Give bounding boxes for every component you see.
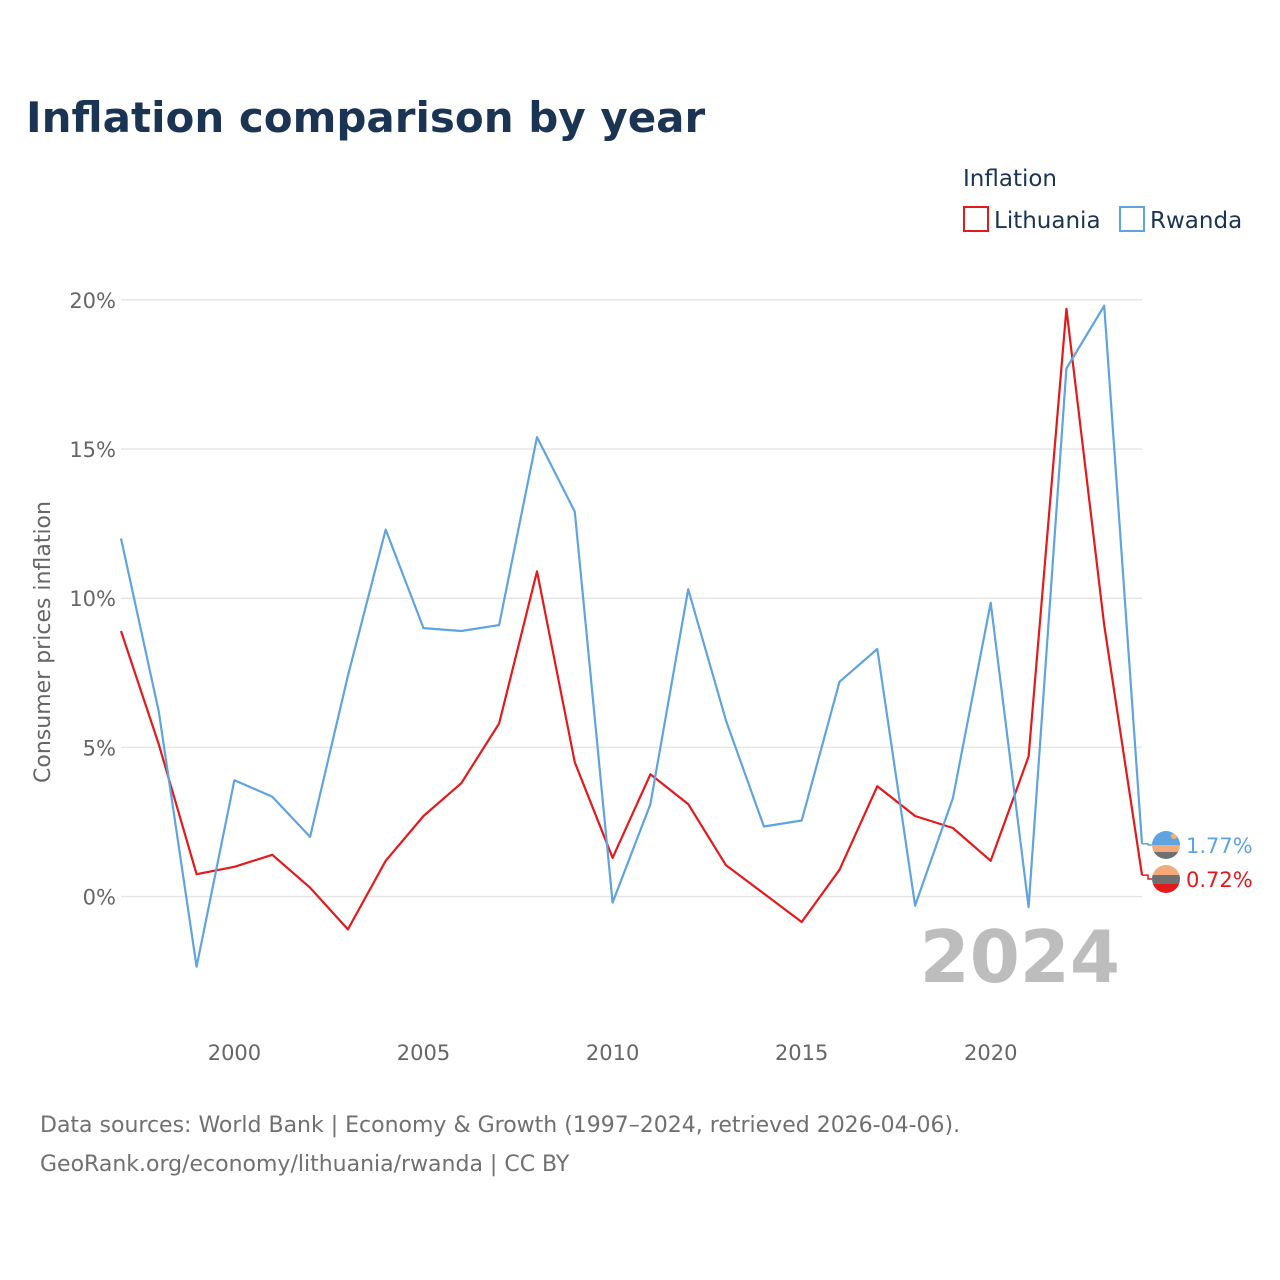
end-connector-rwanda (1142, 843, 1152, 846)
chart-title: Inflation comparison by year (26, 93, 706, 142)
legend-label-lithuania: Lithuania (994, 208, 1101, 234)
x-tick-label: 2010 (586, 1041, 639, 1065)
legend-title: Inflation (963, 166, 1057, 192)
end-value-label-lithuania: 0.72% (1186, 868, 1253, 892)
y-tick-label: 5% (83, 736, 116, 760)
legend-item-rwanda[interactable]: Rwanda (1119, 206, 1242, 234)
x-tick-label: 2015 (775, 1041, 828, 1065)
year-watermark: 2024 (920, 915, 1120, 999)
x-axis-ticks: 2000 2005 2010 2015 2020 (208, 1041, 1018, 1065)
y-tick-label: 0% (83, 886, 116, 910)
legend-swatch-lithuania (963, 206, 989, 232)
end-connector-lithuania (1142, 874, 1152, 880)
y-tick-label: 10% (69, 587, 116, 611)
credit-link[interactable]: GeoRank.org/economy/lithuania/rwanda | C… (40, 1152, 570, 1177)
rwanda-flag-icon (1152, 831, 1180, 859)
series-line-lithuania[interactable] (119, 307, 1144, 931)
series-line-rwanda[interactable] (119, 304, 1144, 968)
data-source-text: Data sources: World Bank | Economy & Gro… (40, 1113, 960, 1138)
lithuania-flag-icon (1152, 865, 1180, 893)
grid (121, 299, 1142, 898)
legend-label-rwanda: Rwanda (1150, 208, 1242, 234)
y-axis-title: Consumer prices inflation (31, 501, 56, 783)
series-lines (119, 304, 1144, 968)
end-value-label-rwanda: 1.77% (1186, 834, 1253, 858)
legend-swatch-rwanda (1119, 206, 1145, 232)
end-markers: 0.72% 1.77% (1142, 834, 1253, 892)
legend-item-lithuania[interactable]: Lithuania (963, 206, 1101, 234)
x-tick-label: 2000 (208, 1041, 261, 1065)
y-axis-ticks: 0% 5% 10% 15% 20% (69, 289, 116, 910)
x-tick-label: 2020 (964, 1041, 1017, 1065)
y-tick-label: 15% (69, 438, 116, 462)
x-tick-label: 2005 (397, 1041, 450, 1065)
y-tick-label: 20% (69, 289, 116, 313)
legend: Inflation Lithuania Rwanda (963, 166, 1242, 234)
